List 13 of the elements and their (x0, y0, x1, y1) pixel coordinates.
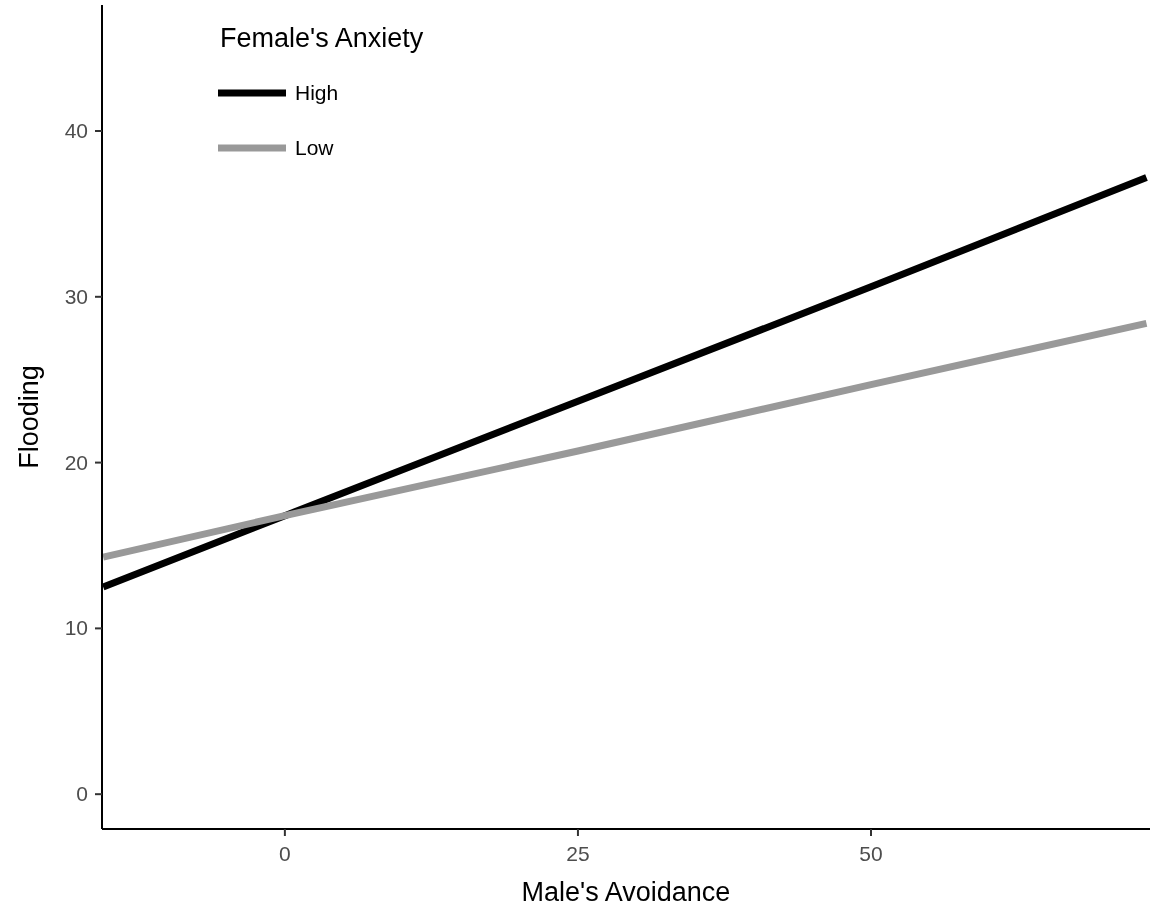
y-tick-label: 30 (64, 284, 88, 308)
x-axis-title: Male's Avoidance (521, 877, 731, 907)
x-tick-label: 0 (279, 842, 291, 865)
y-tick-label: 10 (64, 616, 88, 640)
y-tick-label: 20 (64, 450, 88, 474)
legend-label: Low (295, 136, 335, 159)
x-tick-label: 25 (566, 842, 590, 865)
y-tick-label: 40 (64, 119, 88, 142)
x-tick-label: 50 (859, 842, 883, 865)
legend-label: High (295, 81, 339, 104)
y-tick-label: 0 (76, 782, 88, 806)
legend-title: Female's Anxiety (220, 23, 424, 53)
y-axis-title: Flooding (14, 365, 44, 469)
